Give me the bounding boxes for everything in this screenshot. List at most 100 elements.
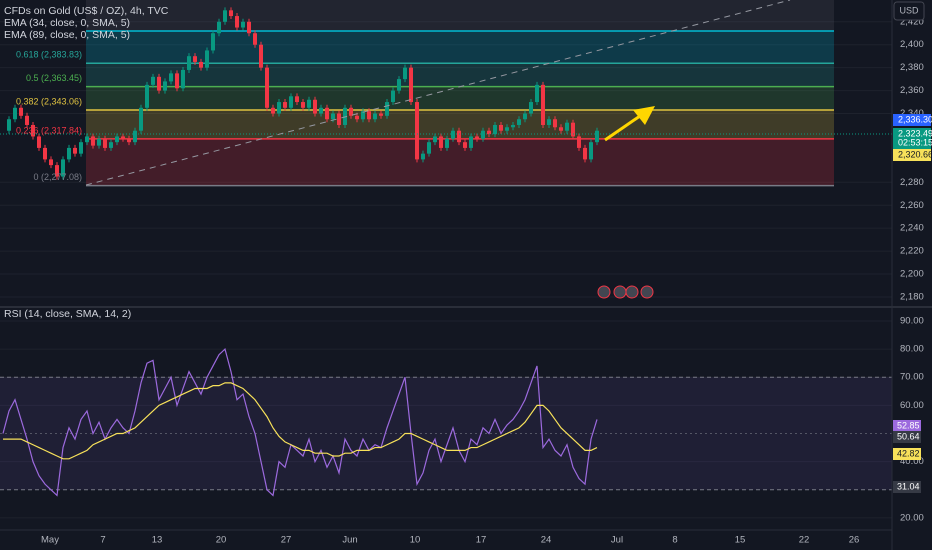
candle-body — [355, 115, 359, 120]
candle-body — [247, 21, 251, 34]
candle-body — [487, 130, 491, 135]
candle-body — [499, 124, 503, 131]
x-tick-label: 26 — [849, 535, 860, 546]
candle-body — [397, 79, 401, 91]
x-tick-label: 15 — [735, 535, 746, 546]
candle-body — [385, 102, 389, 116]
price-badge-label: 2,336.30 — [898, 114, 932, 124]
event-icon[interactable] — [640, 285, 654, 299]
candle-body — [49, 159, 53, 166]
rsi-legend: RSI (14, close, SMA, 14, 2) — [4, 308, 131, 320]
y-tick-label: 2,400 — [900, 39, 924, 50]
candle-body — [109, 142, 113, 148]
rsi-badge — [893, 448, 921, 460]
candle-body — [19, 107, 23, 116]
candle-body — [223, 10, 227, 22]
candle-body — [541, 84, 545, 125]
fib-label: 0 (2,277.08) — [33, 172, 82, 182]
candle-body — [343, 107, 347, 125]
candle-body — [121, 136, 125, 139]
y-tick-label: 80.00 — [900, 344, 924, 355]
currency-button[interactable] — [893, 1, 925, 21]
x-tick-label: 20 — [216, 535, 227, 546]
candle-body — [283, 102, 287, 108]
y-tick-label: 2,180 — [900, 291, 924, 302]
x-tick-label: 7 — [100, 535, 105, 546]
candle-body — [169, 73, 173, 82]
y-tick-label: 2,360 — [900, 85, 924, 96]
candle-body — [91, 136, 95, 146]
candle-body — [325, 107, 329, 120]
candle-body — [301, 102, 305, 108]
candle-body — [31, 124, 35, 137]
y-tick-label: 2,200 — [900, 269, 924, 280]
candle-body — [157, 76, 161, 91]
candle-body — [379, 113, 383, 116]
x-tick-label: 8 — [672, 535, 677, 546]
candle-body — [73, 147, 77, 154]
candle-body — [43, 147, 47, 160]
candle-body — [409, 67, 413, 103]
x-tick-label: 17 — [476, 535, 487, 546]
candle-body — [79, 142, 83, 154]
candle-body — [457, 130, 461, 143]
candle-body — [253, 33, 257, 45]
candle-body — [565, 122, 569, 131]
y-tick-label: 40.00 — [900, 456, 924, 467]
candle-body — [415, 102, 419, 160]
candle-body — [391, 90, 395, 103]
candle-body — [523, 113, 527, 120]
candle-body — [127, 138, 131, 143]
fib-zone — [86, 63, 834, 87]
candle-body — [451, 130, 455, 139]
candle-body — [259, 44, 263, 68]
candle-body — [445, 138, 449, 148]
candle-body — [313, 99, 317, 114]
candle-body — [139, 107, 143, 131]
candle-body — [595, 130, 599, 143]
candle-body — [469, 136, 473, 148]
y-tick-label: 20.00 — [900, 512, 924, 523]
rsi-line — [2, 347, 598, 497]
event-icon[interactable] — [625, 285, 639, 299]
price-badge — [893, 149, 931, 161]
candle-body — [367, 111, 371, 120]
x-tick-label: Jun — [342, 535, 357, 546]
candle-body — [175, 73, 179, 89]
trend-line — [85, 0, 791, 186]
candle-body — [295, 96, 299, 103]
rsi-badge-label: 50.64 — [897, 431, 920, 441]
fib-label: 0.236 (2,317.84) — [16, 125, 82, 135]
candle-body — [61, 159, 65, 177]
y-tick-label: 60.00 — [900, 400, 924, 411]
candle-body — [559, 127, 563, 131]
x-tick-label: 10 — [410, 535, 421, 546]
candle-body — [529, 102, 533, 114]
x-tick-label: 13 — [152, 535, 163, 546]
candle-body — [151, 76, 155, 85]
y-tick-label: 2,380 — [900, 62, 924, 73]
arrow-shaft — [604, 114, 641, 142]
candle-body — [361, 111, 365, 120]
candle-body — [25, 115, 29, 125]
price-pane: 2,420 2,400 2,380 2,360 2,340 2,280 2,260 2,240… — [0, 0, 932, 302]
price-badge — [893, 137, 931, 149]
candle-body — [337, 113, 341, 125]
fib-label: 0.618 (2,383.83) — [16, 50, 82, 60]
symbol-legend: CFDs on Gold (US$ / OZ), 4h, TVC — [4, 5, 169, 17]
candle-body — [205, 50, 209, 68]
currency-label[interactable]: USD — [899, 5, 919, 15]
candle-body — [193, 56, 197, 62]
event-icon[interactable] — [613, 285, 627, 299]
candle-body — [211, 33, 215, 51]
candle-body — [55, 165, 59, 177]
rsi-badge-label: 42.82 — [897, 448, 920, 458]
event-icon[interactable] — [597, 285, 611, 299]
rsi-pane: 90.00 80.00 70.00 60.00 40.00 20.00 52.8550.64… — [0, 315, 924, 523]
y-tick-label: 2,220 — [900, 246, 924, 257]
x-tick-label: 22 — [799, 535, 810, 546]
price-badge-label: 2,323.49 — [898, 128, 932, 138]
candle-body — [187, 56, 191, 70]
y-tick-label: 90.00 — [900, 315, 924, 326]
